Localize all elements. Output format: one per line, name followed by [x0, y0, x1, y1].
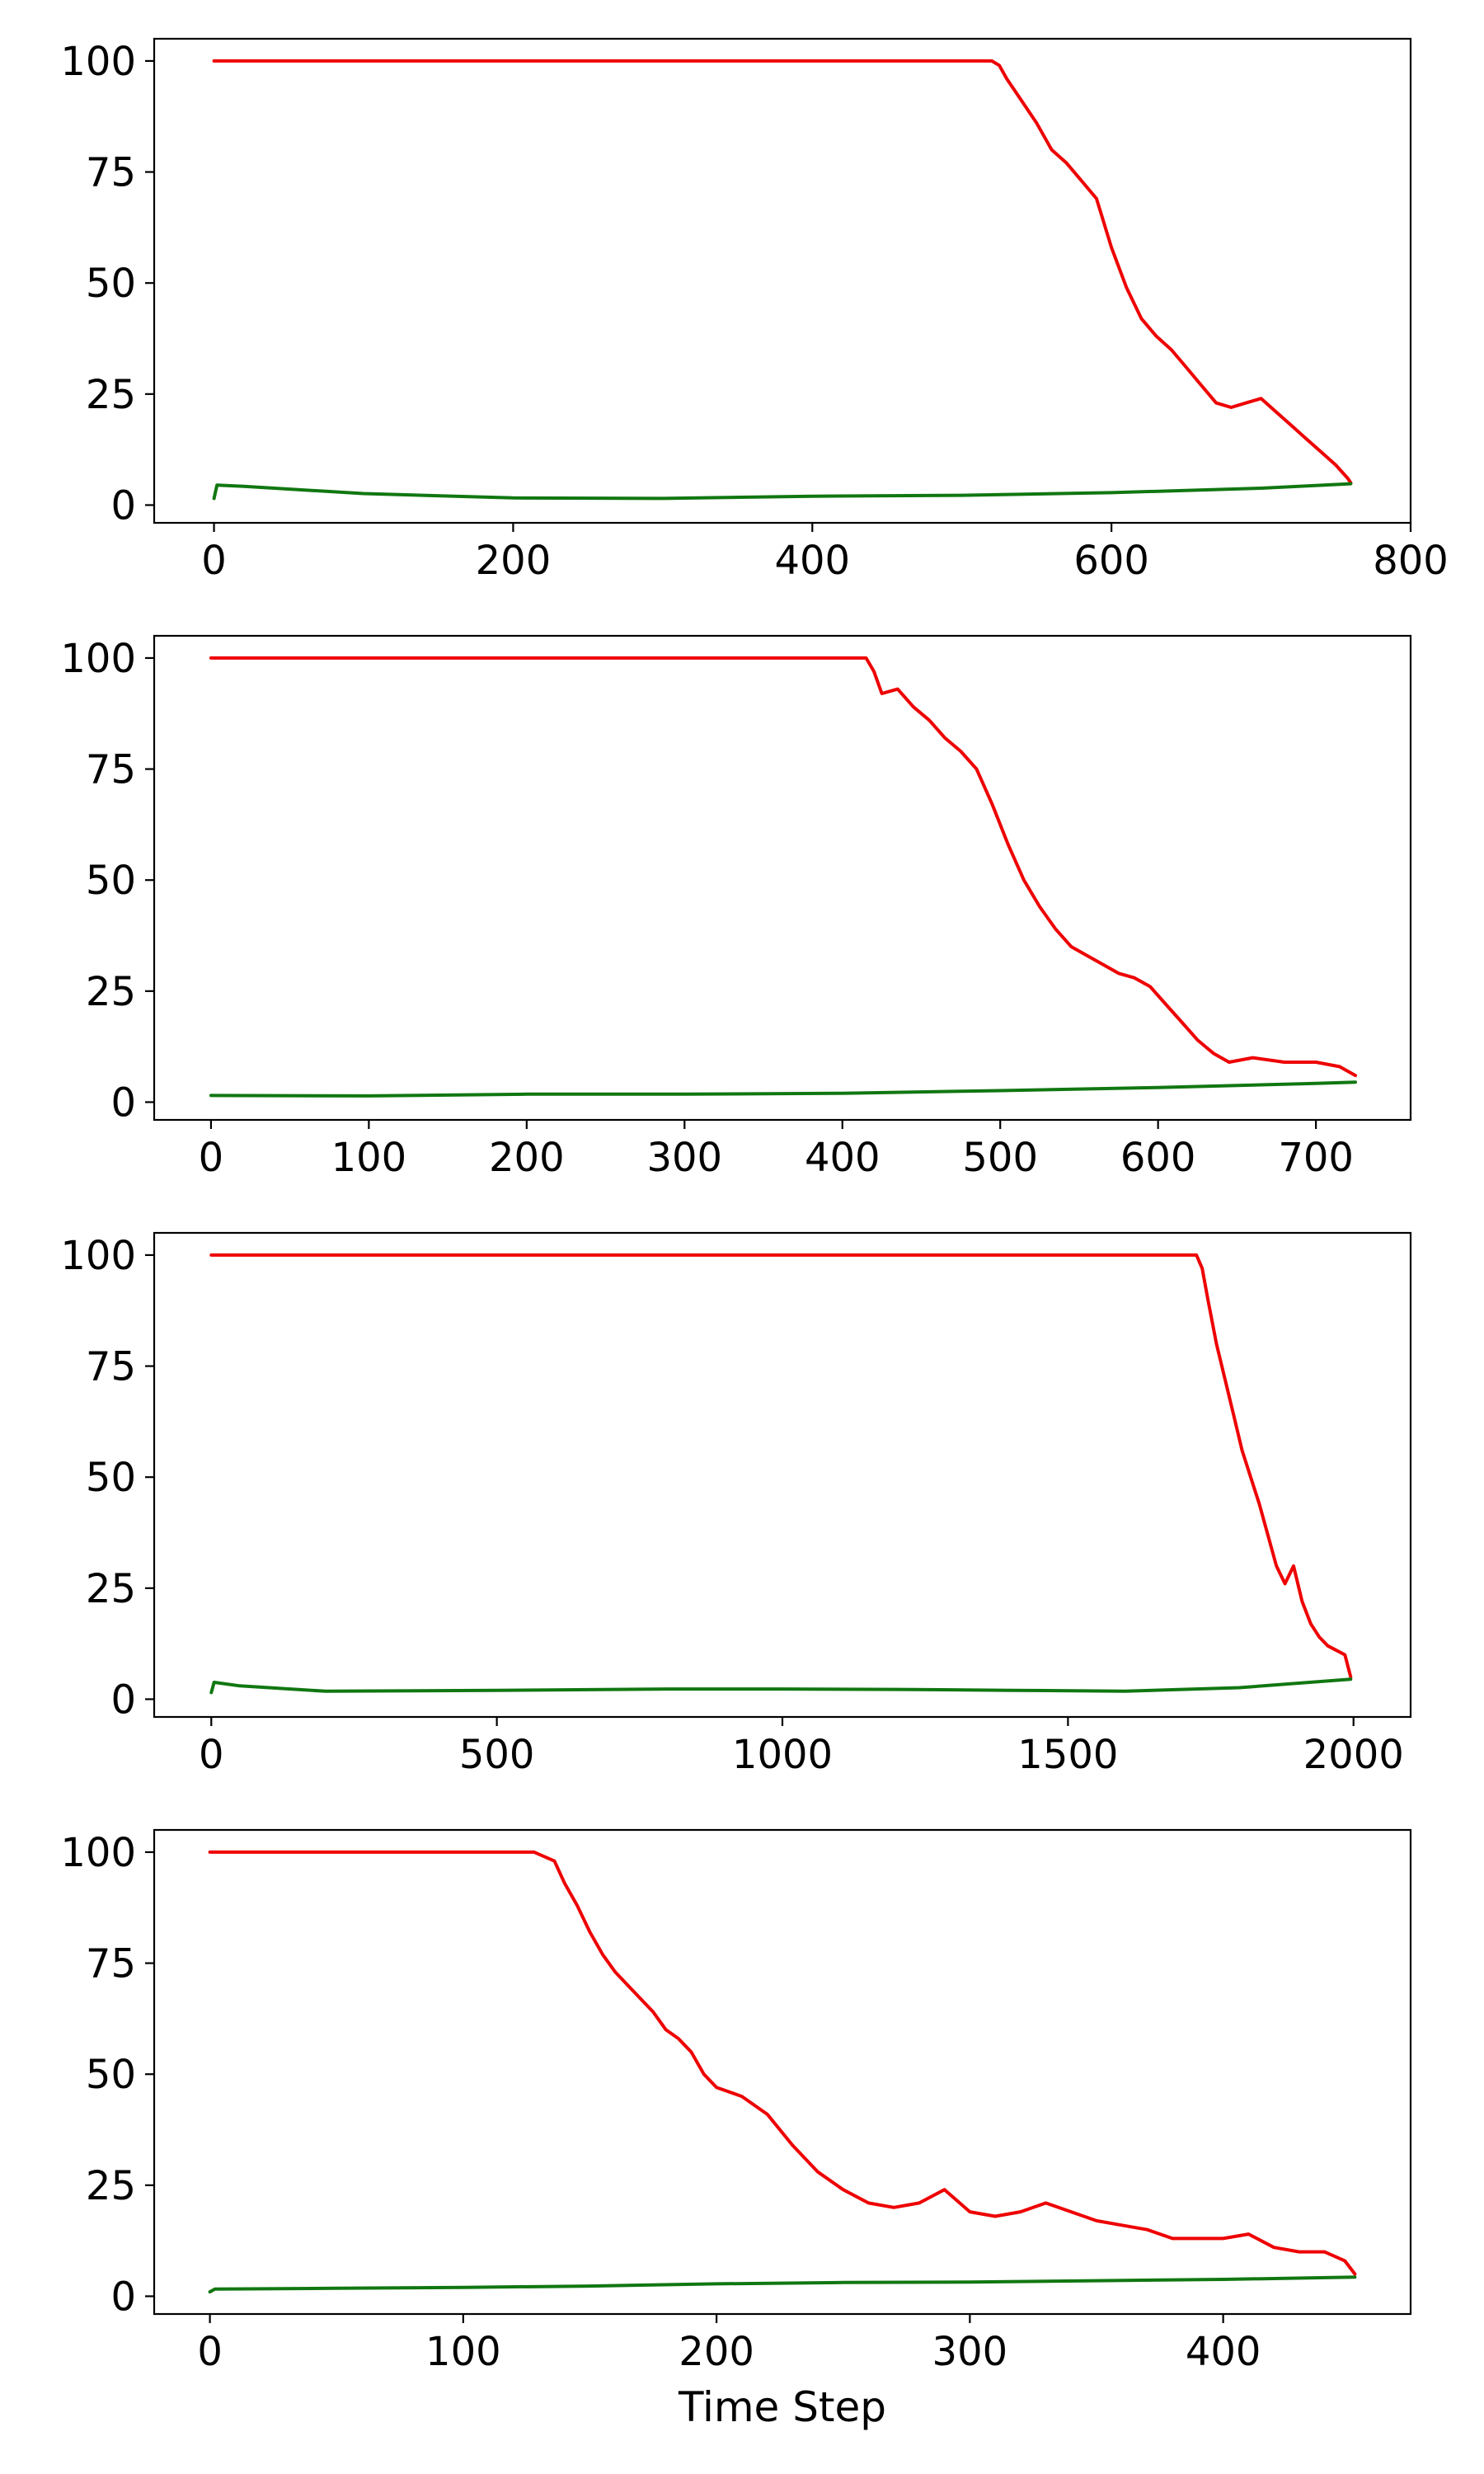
subplot-3: 0 500 1000 1500 2000 0 25 50 75 100 [60, 1231, 1412, 1778]
x-tick-label: 0 [199, 1135, 224, 1181]
y-tick-label: 75 [86, 1344, 136, 1390]
x-tick-label: 200 [476, 538, 552, 584]
series-line-1 [209, 1253, 1353, 1679]
y-tick-label: 0 [110, 482, 136, 529]
series-line-1 [208, 1850, 1357, 2276]
y-tick-label: 100 [60, 1233, 136, 1279]
x-tick-label: 400 [774, 538, 850, 584]
subplot-4: 0 100 200 300 400 0 25 50 75 100 Time Step [60, 1828, 1412, 2431]
y-tick-label: 100 [60, 39, 136, 85]
x-tick-label: 700 [1278, 1135, 1354, 1181]
y-tick-label: 75 [86, 1941, 136, 1987]
y-tick-label: 0 [110, 1677, 136, 1723]
subplot-2: 0 100 200 300 400 500 600 700 0 25 50 75 100 [60, 634, 1412, 1181]
series-line-2 [209, 1677, 1353, 1695]
plot-frame [153, 634, 1412, 1122]
y-tick-label: 25 [86, 1566, 136, 1612]
x-tick-label: 1500 [1017, 1732, 1118, 1778]
y-tick-label: 100 [60, 1830, 136, 1876]
x-tick-label: 200 [489, 1135, 565, 1181]
series-line-1 [212, 59, 1353, 485]
x-tick-label: 400 [805, 1135, 881, 1181]
y-tick-label: 50 [86, 261, 136, 307]
x-tick-label: 100 [425, 2329, 501, 2375]
x-tick-label: 0 [199, 1732, 224, 1778]
y-tick-label: 50 [86, 2052, 136, 2098]
x-tick-label: 500 [459, 1732, 535, 1778]
x-tick-label: 1000 [732, 1732, 833, 1778]
x-tick-label: 0 [197, 2329, 223, 2375]
series-line-2 [212, 482, 1353, 501]
x-tick-label: 100 [331, 1135, 407, 1181]
x-tick-label: 800 [1373, 538, 1449, 584]
plot-frame [153, 37, 1412, 524]
series-line-2 [209, 1080, 1357, 1098]
series-line-2 [208, 2275, 1357, 2294]
x-axis-label: Time Step [678, 2383, 886, 2431]
x-tick-label: 300 [932, 2329, 1008, 2375]
y-tick-label: 0 [110, 2274, 136, 2320]
x-tick-label: 300 [646, 1135, 722, 1181]
plot-frame [153, 1828, 1412, 2316]
y-tick-label: 25 [86, 969, 136, 1015]
x-tick-label: 200 [679, 2329, 754, 2375]
y-tick-label: 100 [60, 636, 136, 682]
x-tick-label: 2000 [1303, 1732, 1404, 1778]
y-tick-label: 25 [86, 2163, 136, 2209]
subplot-1: 0 200 400 600 800 0 25 50 75 100 [60, 37, 1449, 584]
x-tick-label: 0 [201, 538, 227, 584]
x-tick-label: 500 [962, 1135, 1038, 1181]
x-tick-label: 600 [1120, 1135, 1196, 1181]
plot-frame [153, 1231, 1412, 1719]
y-tick-label: 75 [86, 150, 136, 196]
x-tick-label: 600 [1073, 538, 1149, 584]
y-tick-label: 75 [86, 747, 136, 793]
y-tick-label: 50 [86, 1455, 136, 1501]
y-tick-label: 0 [110, 1079, 136, 1126]
y-tick-label: 50 [86, 858, 136, 904]
x-tick-label: 400 [1186, 2329, 1261, 2375]
series-line-1 [209, 656, 1357, 1078]
y-tick-label: 25 [86, 372, 136, 418]
